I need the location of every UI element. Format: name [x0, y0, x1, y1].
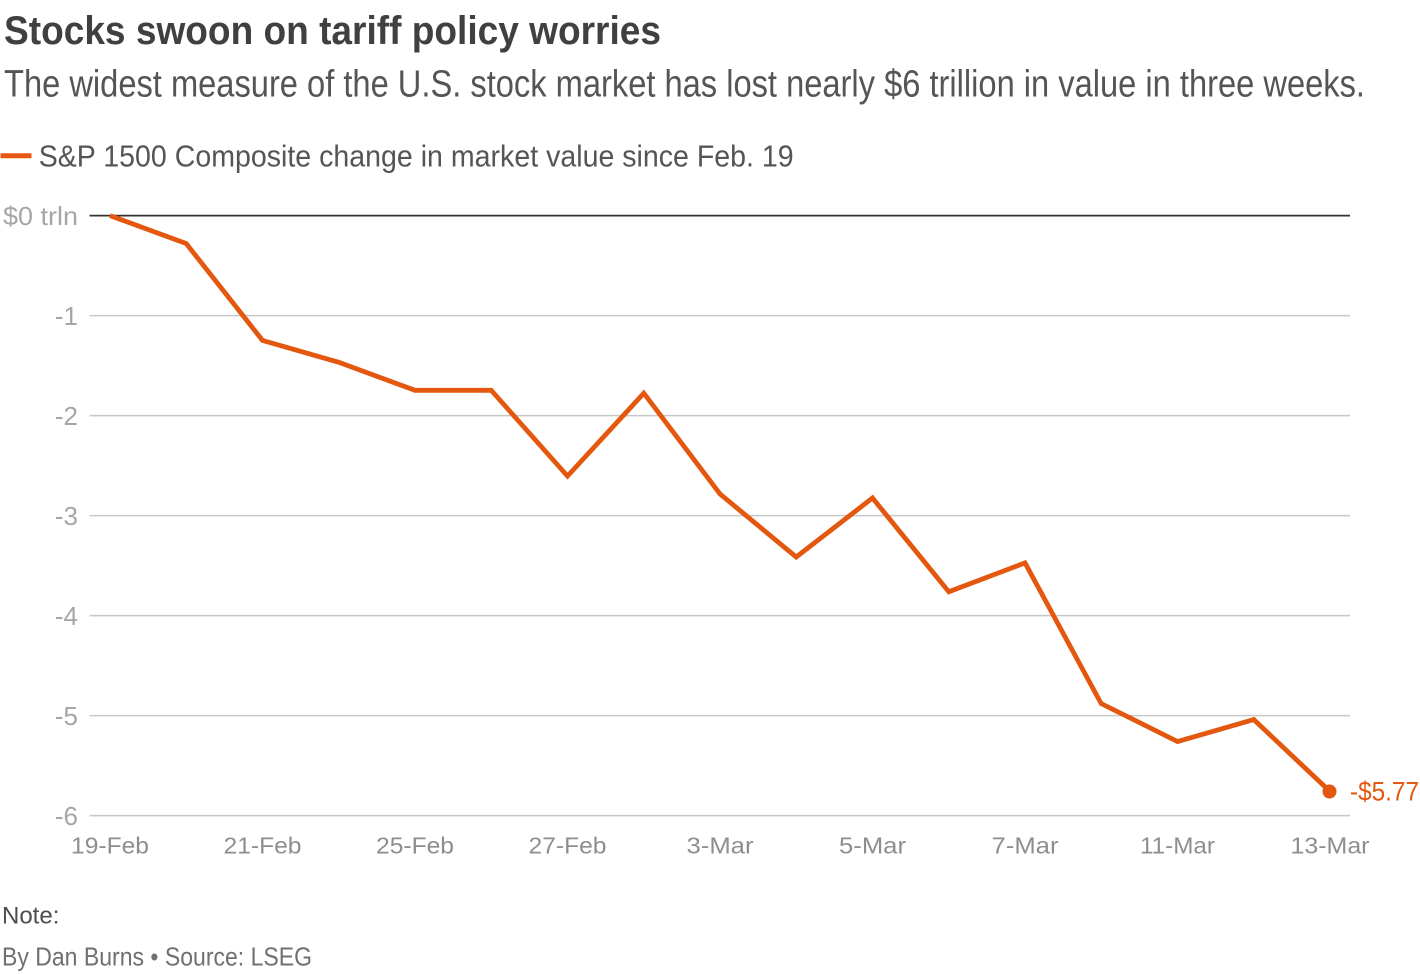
svg-text:$0 trln: $0 trln	[3, 201, 78, 231]
svg-text:-5: -5	[55, 701, 78, 731]
svg-text:Stocks swoon on tariff policy: Stocks swoon on tariff policy worries	[4, 9, 661, 53]
svg-text:The widest measure of the U.S.: The widest measure of the U.S. stock mar…	[4, 64, 1365, 106]
svg-text:5-Mar: 5-Mar	[839, 833, 906, 859]
svg-text:7-Mar: 7-Mar	[992, 833, 1059, 859]
svg-text:19-Feb: 19-Feb	[71, 833, 149, 859]
svg-text:27-Feb: 27-Feb	[529, 833, 607, 859]
svg-text:S&P 1500 Composite change in m: S&P 1500 Composite change in market valu…	[39, 139, 794, 174]
svg-text:3-Mar: 3-Mar	[687, 833, 754, 859]
svg-text:-6: -6	[55, 801, 78, 831]
svg-text:Note:: Note:	[2, 903, 59, 930]
svg-text:11-Mar: 11-Mar	[1140, 833, 1215, 859]
svg-text:-1: -1	[55, 301, 78, 331]
svg-text:By Dan Burns • Source: LSEG: By Dan Burns • Source: LSEG	[2, 942, 312, 972]
svg-text:13-Mar: 13-Mar	[1291, 833, 1370, 859]
svg-text:-$5.77: -$5.77	[1350, 776, 1419, 806]
svg-text:25-Feb: 25-Feb	[376, 833, 454, 859]
svg-text:21-Feb: 21-Feb	[224, 833, 302, 859]
svg-text:-2: -2	[55, 401, 78, 431]
svg-text:-4: -4	[55, 601, 78, 631]
svg-text:-3: -3	[55, 501, 78, 531]
